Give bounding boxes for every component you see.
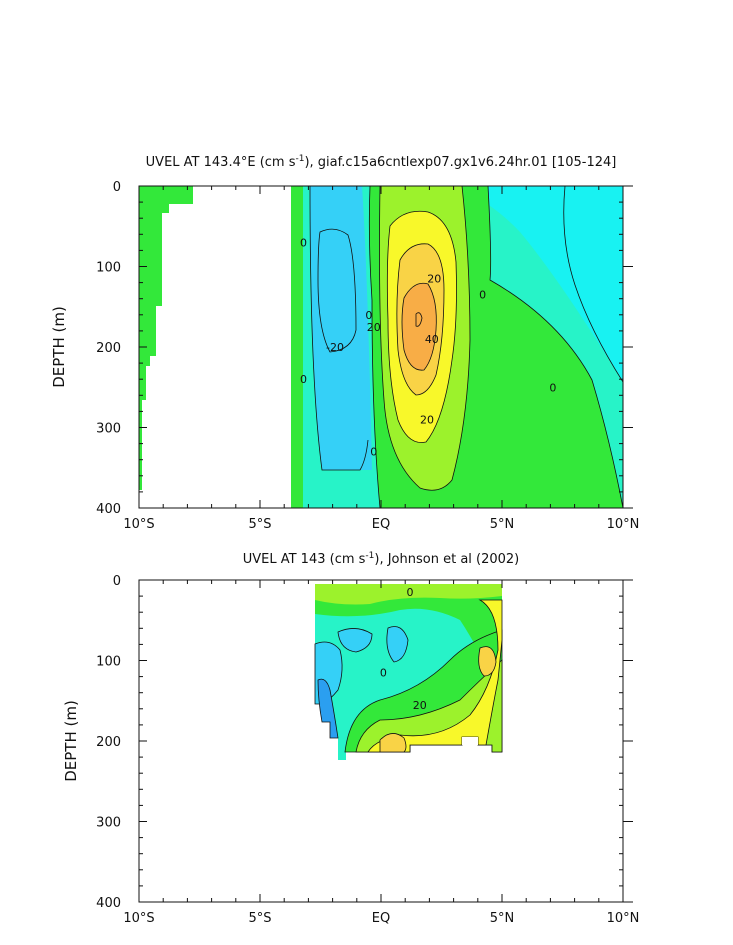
land-block — [139, 186, 142, 490]
y-tick-label: 200 — [96, 735, 121, 750]
obs-gold2 — [379, 733, 407, 753]
contour-label: 40 — [425, 333, 439, 346]
contour-label: 0 — [407, 586, 414, 599]
x-tick-label: EQ — [372, 517, 390, 532]
obs-darkblue — [317, 678, 339, 739]
x-tick-label: 10°N — [607, 517, 640, 532]
contour-fill-top — [139, 186, 623, 508]
contour-30 — [396, 243, 445, 396]
x-tick-label: 5°S — [248, 517, 271, 532]
contour-0-far-east — [563, 186, 623, 383]
chart-title-bottom: UVEL AT 143 (cm s-1), Johnson et al (200… — [243, 551, 520, 567]
contour-m10 — [309, 186, 369, 471]
contour-label: 0 — [365, 309, 372, 322]
region-green-strip — [291, 186, 303, 508]
obs-green-top — [315, 584, 502, 700]
contour-0-east — [487, 186, 623, 508]
x-tick-label: 5°S — [248, 911, 271, 926]
y-tick-label: 100 — [96, 655, 121, 670]
contour-label: 0 — [300, 236, 307, 249]
contour-label: 20 — [420, 413, 434, 426]
y-tick-label: 100 — [96, 261, 121, 276]
obs-gap — [462, 737, 478, 745]
x-tick-label: EQ — [372, 911, 390, 926]
contour-label: 20 — [413, 699, 427, 712]
x-tick-label: 10°N — [607, 911, 640, 926]
contour-label: 0 — [370, 446, 377, 459]
region-orange — [401, 282, 437, 371]
panel-model: UVEL AT 143.4°E (cm s-1), giaf.c15a6cntl… — [50, 154, 639, 532]
contour-fill-bottom — [314, 584, 503, 760]
y-tick-label: 300 — [96, 816, 121, 831]
panel-observations: UVEL AT 143 (cm s-1), Johnson et al (200… — [62, 551, 639, 926]
contour-label: 20 — [427, 273, 441, 286]
region-minus20 — [317, 228, 357, 353]
y-tick-label: 300 — [96, 422, 121, 437]
ylabel-bottom: DEPTH (m) — [62, 700, 80, 782]
region-core — [415, 312, 423, 327]
obs-lime-top — [315, 584, 502, 605]
contour-label: 0 — [549, 381, 556, 394]
y-tick-label: 0 — [113, 574, 121, 589]
y-tick-label: 400 — [96, 896, 121, 911]
contour-label: -20 — [326, 341, 344, 354]
obs-blue-small2 — [386, 626, 409, 663]
contour-label: 0 — [380, 667, 387, 680]
x-tick-label: 10°S — [123, 911, 154, 926]
y-tick-label: 0 — [113, 180, 121, 195]
y-tick-label: 400 — [96, 502, 121, 517]
x-tick-label: 5°N — [490, 517, 515, 532]
contour-0-west — [368, 186, 381, 508]
obs-gold — [478, 646, 497, 677]
contour-labels-bottom: 0 0 20 — [380, 586, 427, 712]
x-tick-label: 10°S — [123, 517, 154, 532]
y-tick-label: 200 — [96, 341, 121, 356]
land-block — [139, 186, 146, 400]
contour-label: 20 — [367, 321, 381, 334]
obs-blue-small — [337, 628, 373, 653]
x-tick-label: 5°N — [490, 911, 515, 926]
region-cyan-right2 — [563, 186, 623, 382]
contour-20 — [386, 210, 457, 443]
contour-10 — [379, 186, 471, 491]
chart-title-top: UVEL AT 143.4°E (cm s-1), giaf.c15a6cntl… — [146, 154, 617, 170]
contour-label: 0 — [300, 373, 307, 386]
contour-label: 0 — [479, 289, 486, 302]
ylabel-top: DEPTH (m) — [50, 306, 68, 388]
